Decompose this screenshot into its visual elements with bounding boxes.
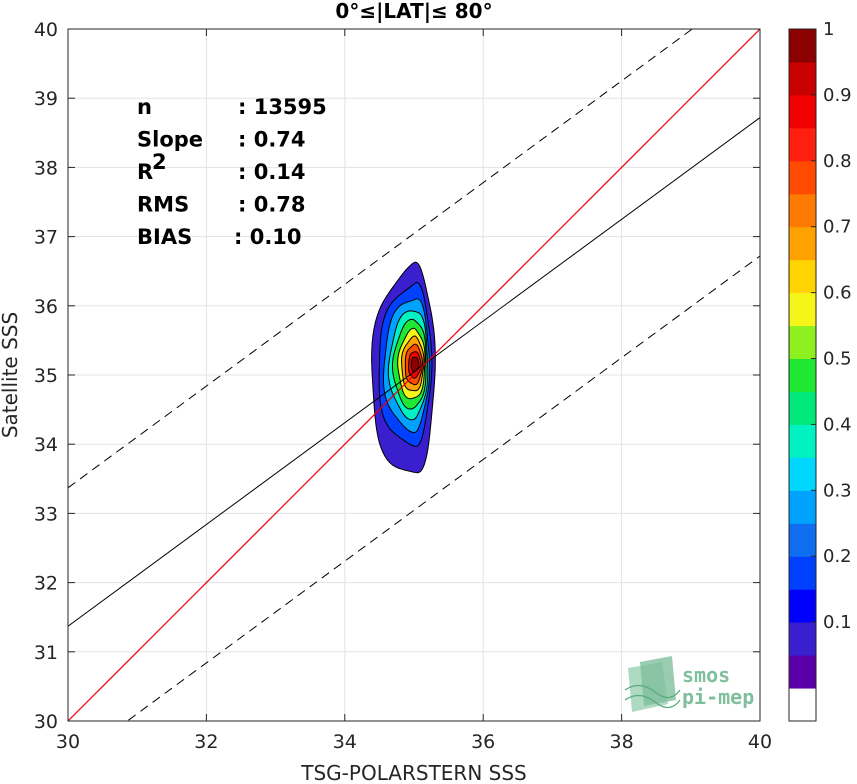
colorbar-segment (789, 259, 816, 294)
y-tick-label: 37 (34, 227, 58, 249)
colorbar-tick-label: 1 (823, 19, 834, 40)
y-tick-label: 38 (34, 157, 58, 179)
stat-label: R (137, 160, 153, 184)
logo-text-line2: pi-mep (682, 685, 754, 709)
colorbar-tick-label: 0.2 (823, 546, 852, 567)
regression-fit-line (68, 117, 760, 627)
y-axis-ticks: 30 31 32 33 34 35 36 37 38 39 40 (34, 19, 760, 733)
colorbar-frame (788, 28, 817, 722)
density-contours (371, 261, 436, 474)
stat-label-superscript: 2 (152, 150, 167, 174)
colorbar-segment (789, 292, 816, 327)
colorbar-segment (789, 127, 816, 162)
x-tick-label: 40 (748, 731, 772, 753)
identity-line (68, 29, 760, 721)
x-axis-label: TSG-POLARSTERN SSS (300, 761, 526, 784)
upper-bound-dashed-line (68, 29, 694, 489)
colorbar-tick-label: 0.4 (823, 414, 852, 435)
colorbar-segment (789, 29, 816, 63)
y-tick-label: 36 (34, 296, 58, 318)
y-tick-label: 32 (34, 573, 58, 595)
colorbar-tick-label: 0.6 (823, 283, 852, 304)
colorbar-segment (789, 457, 816, 491)
stat-value: : 0.14 (238, 160, 306, 184)
colorbar-segment (789, 193, 816, 228)
colorbar-tick-label: 0.3 (823, 480, 852, 501)
x-axis-ticks: 30 32 34 36 38 40 (56, 29, 772, 753)
x-tick-label: 32 (194, 731, 218, 753)
colorbar-segment (789, 358, 816, 392)
colorbar-segment (789, 226, 816, 261)
y-axis-label: Satellite SSS (0, 312, 22, 438)
colorbar-segment (789, 589, 816, 623)
colorbar-segment (789, 490, 816, 524)
stat-label: RMS (137, 193, 189, 217)
stat-value: : 0.10 (234, 225, 302, 249)
y-tick-label: 31 (34, 642, 58, 664)
y-tick-label: 34 (34, 434, 58, 456)
stat-label: Slope (137, 128, 203, 152)
colorbar-tick-label: 0.5 (823, 349, 852, 370)
logo-text-line1: smos (682, 663, 730, 687)
colorbar-segment (789, 160, 816, 195)
y-tick-label: 40 (34, 19, 58, 41)
y-tick-label: 39 (34, 88, 58, 110)
colorbar-segment (789, 688, 816, 722)
x-tick-label: 34 (333, 731, 357, 753)
colorbar-segment (789, 325, 816, 360)
colorbar-segment (789, 424, 816, 458)
x-tick-label: 30 (56, 731, 80, 753)
stat-value: : 0.74 (238, 128, 306, 152)
colorbar-segment (789, 655, 816, 689)
colorbar-tick-label: 0.7 (823, 217, 852, 238)
colorbar-segment (789, 391, 816, 425)
stat-label: n (137, 95, 152, 119)
stats-box: n : 13595 Slope : 0.74 R2 : 0.14 RMS : 0.78 BIAS… (137, 95, 327, 249)
reference-lines (68, 29, 760, 721)
colorbar-tick-label: 0.9 (823, 85, 852, 106)
chart-title: 0°≤|LAT|≤ 80° (335, 0, 492, 23)
logo-mark-icon (624, 656, 681, 712)
colorbar: 0.1 0.2 0.3 0.4 0.5 0.6 0.7 0.8 0.9 1 (788, 19, 852, 722)
stat-value: : 13595 (238, 95, 327, 119)
colorbar-tick-label: 0.1 (823, 612, 852, 633)
y-tick-label: 35 (34, 365, 58, 387)
stat-value: : 0.78 (238, 193, 306, 217)
colorbar-segment (789, 94, 816, 129)
lower-bound-dashed-line (126, 255, 760, 721)
colorbar-segment (789, 556, 816, 590)
y-tick-label: 33 (34, 503, 58, 525)
colorbar-segment (789, 61, 816, 96)
y-tick-label: 30 (34, 711, 58, 733)
smos-pi-mep-logo: smos pi-mep (624, 656, 754, 712)
stat-label: BIAS (137, 225, 192, 249)
x-tick-label: 36 (471, 731, 495, 753)
x-tick-label: 38 (610, 731, 634, 753)
colorbar-tick-label: 0.8 (823, 151, 852, 172)
colorbar-segment (789, 622, 816, 656)
colorbar-segment (789, 523, 816, 557)
